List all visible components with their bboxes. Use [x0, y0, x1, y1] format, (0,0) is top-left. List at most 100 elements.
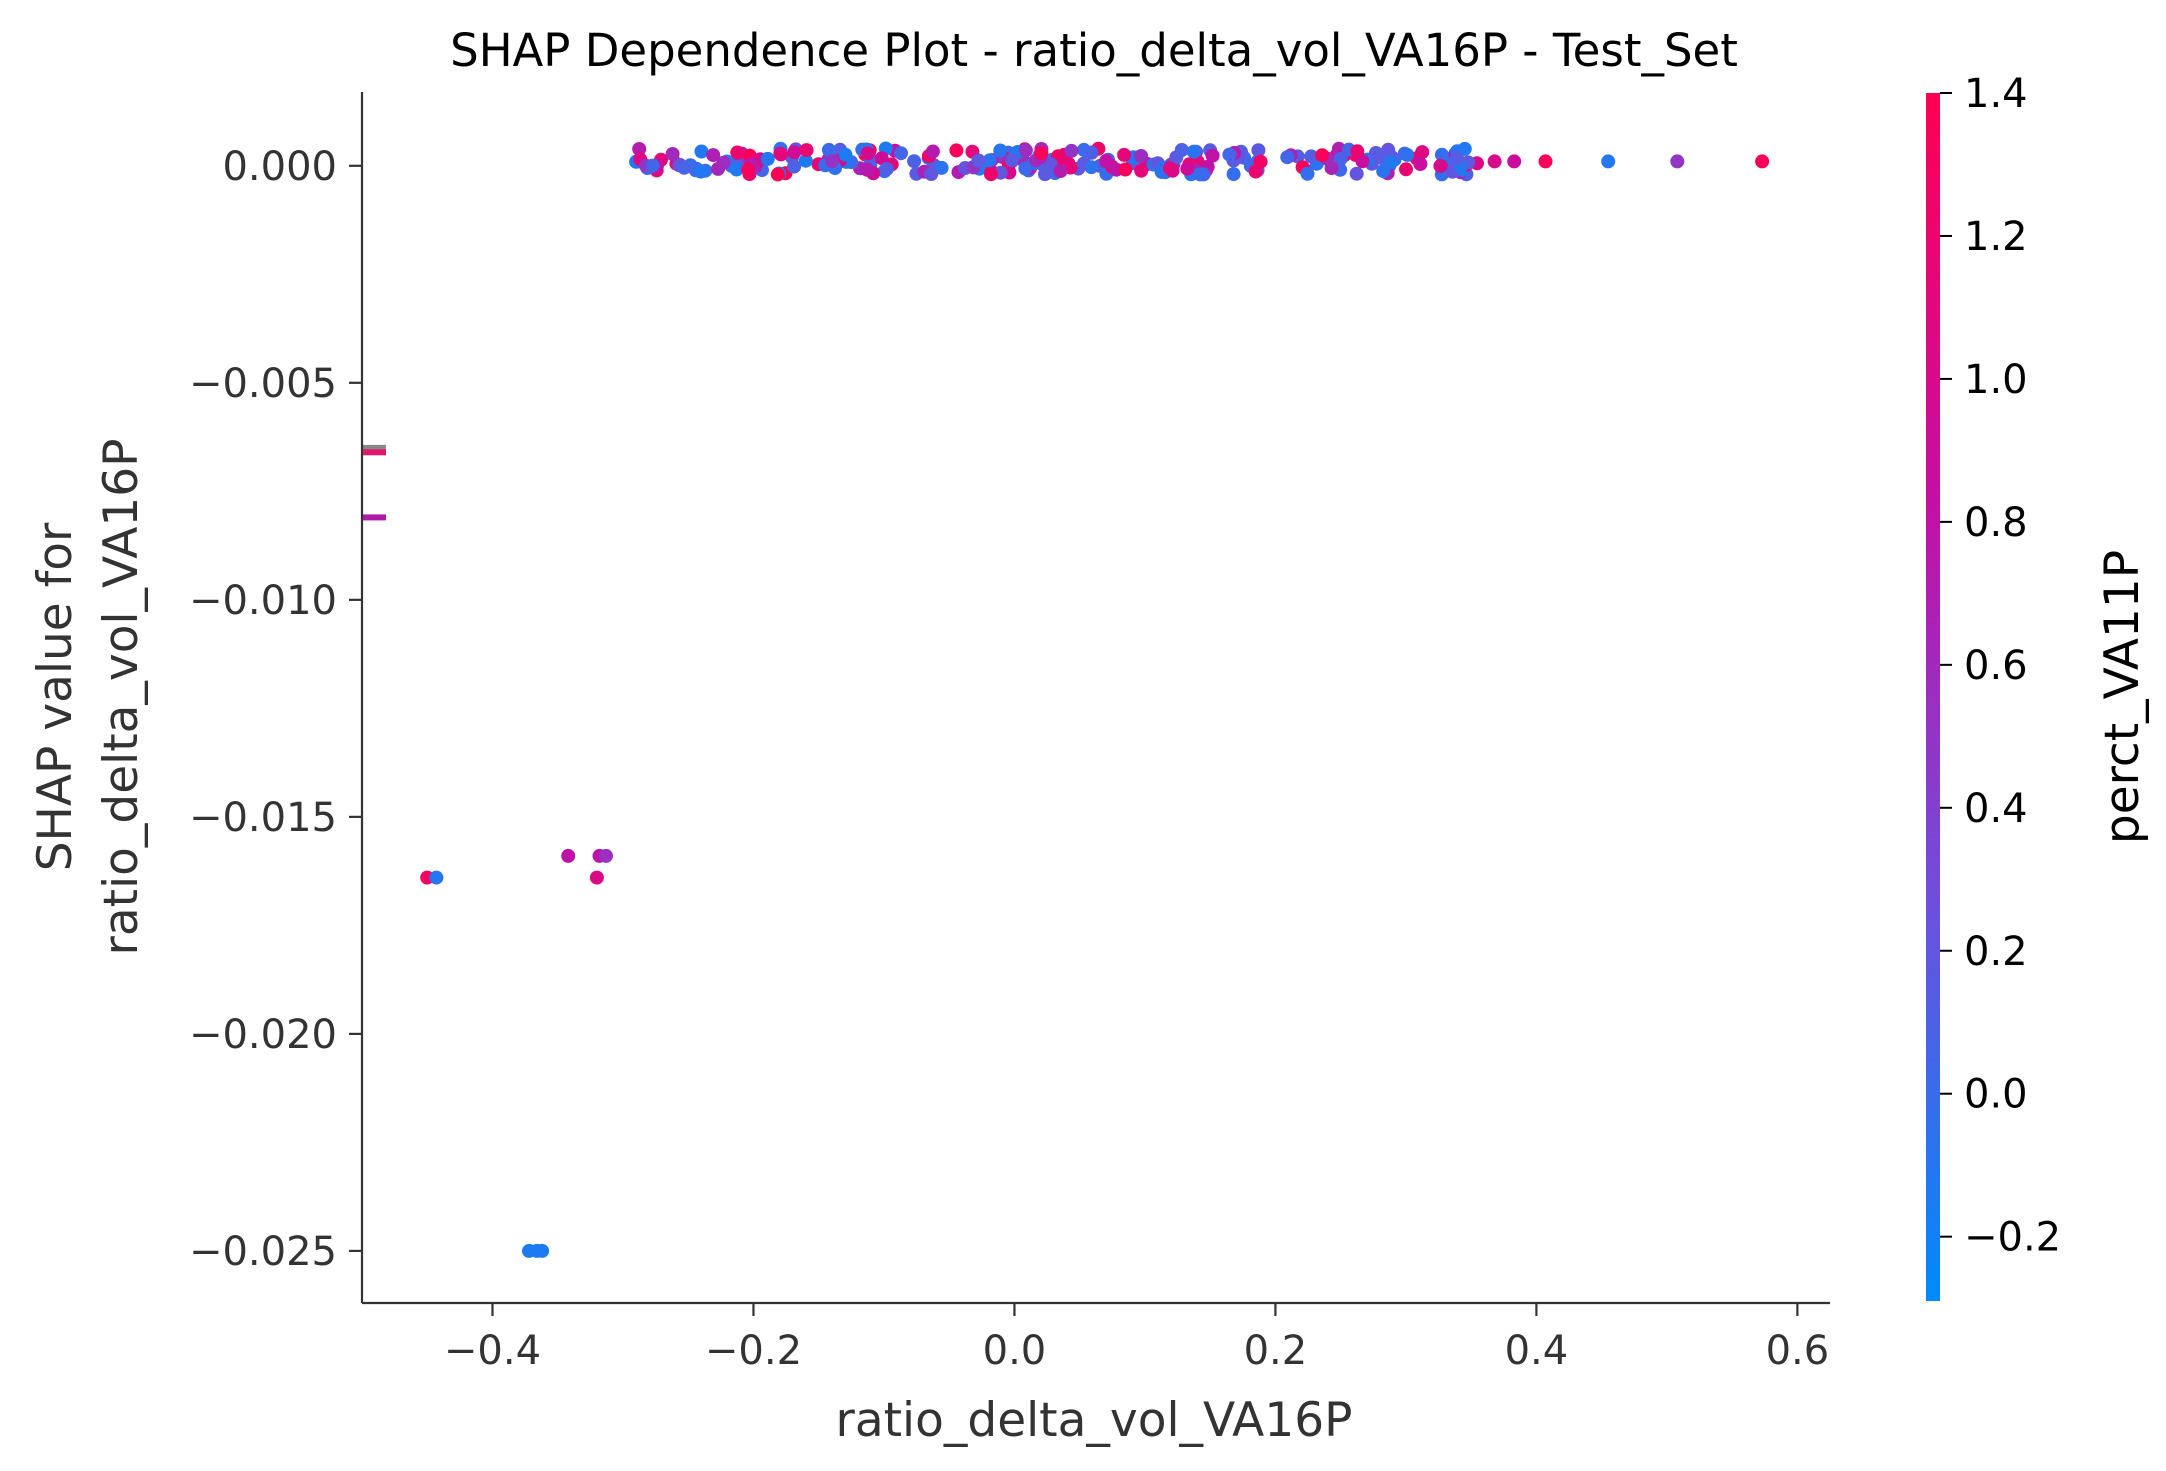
data-point [693, 164, 708, 179]
data-point [984, 167, 998, 182]
y-tick-label: −0.020 [189, 1012, 337, 1058]
data-point [1064, 143, 1079, 158]
y-tick-label: −0.015 [189, 795, 337, 841]
data-point [879, 162, 894, 177]
data-point [1349, 166, 1364, 181]
data-point [838, 147, 853, 162]
data-point [589, 870, 604, 885]
data-point [1193, 167, 1208, 182]
data-point [1333, 151, 1348, 166]
y-axis-label-line2: ratio_delta_vol_VA16P [94, 439, 149, 956]
data-point [1601, 154, 1616, 169]
data-point [1280, 150, 1295, 165]
y-ticks: 0.000 −0.005 −0.010 −0.015 −0.020 −0.025 [189, 144, 362, 1275]
data-point [860, 146, 875, 161]
data-point [677, 160, 692, 175]
data-point [1018, 143, 1033, 158]
data-point [1315, 148, 1330, 163]
colorbar-tick-label: 0.8 [1964, 500, 2028, 546]
data-point [1163, 161, 1177, 176]
data-point [1117, 147, 1132, 162]
nan-markers [362, 444, 386, 521]
data-point [1251, 143, 1266, 158]
y-axis-label-line1: SHAP value for [28, 522, 83, 871]
x-tick-label: −0.4 [444, 1328, 541, 1374]
colorbar-label: perct_VA11P [2095, 550, 2150, 844]
data-point [934, 160, 949, 175]
data-point [949, 143, 964, 158]
y-tick-label: −0.025 [189, 1229, 337, 1275]
data-point [1300, 166, 1315, 181]
x-tick-label: −0.2 [705, 1328, 802, 1374]
data-point [770, 167, 785, 182]
data-point [706, 148, 721, 163]
data-point [694, 144, 709, 159]
data-point [993, 143, 1008, 158]
data-point [1670, 154, 1685, 169]
data-point [1457, 141, 1472, 156]
data-point [860, 162, 875, 177]
data-point [1004, 153, 1019, 168]
data-point [774, 147, 788, 162]
data-point [729, 162, 744, 177]
data-point [1304, 149, 1319, 164]
data-point [798, 153, 813, 168]
x-tick-label: 0.0 [983, 1328, 1047, 1374]
y-tick-label: −0.005 [189, 361, 337, 407]
data-point [1134, 163, 1149, 178]
data-points [420, 141, 1770, 1258]
x-ticks: −0.4 −0.2 0.0 0.2 0.4 0.6 [444, 1303, 1829, 1374]
data-point [632, 142, 647, 156]
data-point [711, 161, 725, 176]
data-point [825, 154, 840, 169]
data-point [741, 162, 756, 177]
y-tick-label: −0.010 [189, 578, 337, 624]
x-tick-label: 0.4 [1505, 1328, 1569, 1374]
data-point [1053, 164, 1068, 178]
colorbar-tick-label: 0.2 [1964, 929, 2028, 975]
colorbar-tick-label: 1.2 [1964, 214, 2028, 260]
data-point [787, 145, 802, 160]
data-point [799, 143, 814, 158]
data-point [821, 142, 836, 157]
data-point [1399, 162, 1413, 177]
data-point [971, 153, 986, 168]
data-point [894, 146, 908, 161]
data-point [1084, 145, 1099, 160]
data-point [1538, 154, 1553, 169]
data-point [1755, 154, 1770, 169]
colorbar [1926, 93, 1940, 1301]
data-point [429, 870, 444, 885]
data-point [1205, 148, 1220, 163]
colorbar-tick-label: 1.0 [1964, 357, 2028, 403]
data-point [924, 167, 939, 181]
data-point [561, 848, 576, 863]
data-point [730, 145, 745, 160]
data-point [1248, 164, 1263, 179]
data-point [1084, 160, 1099, 175]
data-point [1434, 147, 1449, 162]
nan-marker [362, 449, 386, 456]
colorbar-tick-label: 0.0 [1964, 1072, 2028, 1118]
colorbar-tick-label: 0.4 [1964, 786, 2028, 832]
data-point [1450, 151, 1465, 166]
data-point [1487, 154, 1502, 169]
chart-title: SHAP Dependence Plot - ratio_delta_vol_V… [450, 24, 1738, 77]
data-point [1118, 162, 1133, 177]
data-point [1226, 167, 1241, 182]
data-point [874, 151, 889, 166]
data-point [1324, 161, 1339, 176]
data-point [599, 848, 613, 863]
data-point [1507, 154, 1522, 169]
data-point [1400, 147, 1415, 162]
data-point [665, 147, 680, 161]
nan-marker [362, 444, 386, 451]
data-point [1099, 154, 1114, 168]
data-point [1018, 161, 1033, 176]
data-point [1180, 161, 1195, 176]
data-point [535, 1243, 550, 1258]
data-point [645, 158, 660, 173]
data-point [1350, 144, 1365, 159]
colorbar-ticks: −0.2 0.0 0.2 0.4 0.6 0.8 1.0 1.2 1.4 [1940, 71, 2061, 1261]
